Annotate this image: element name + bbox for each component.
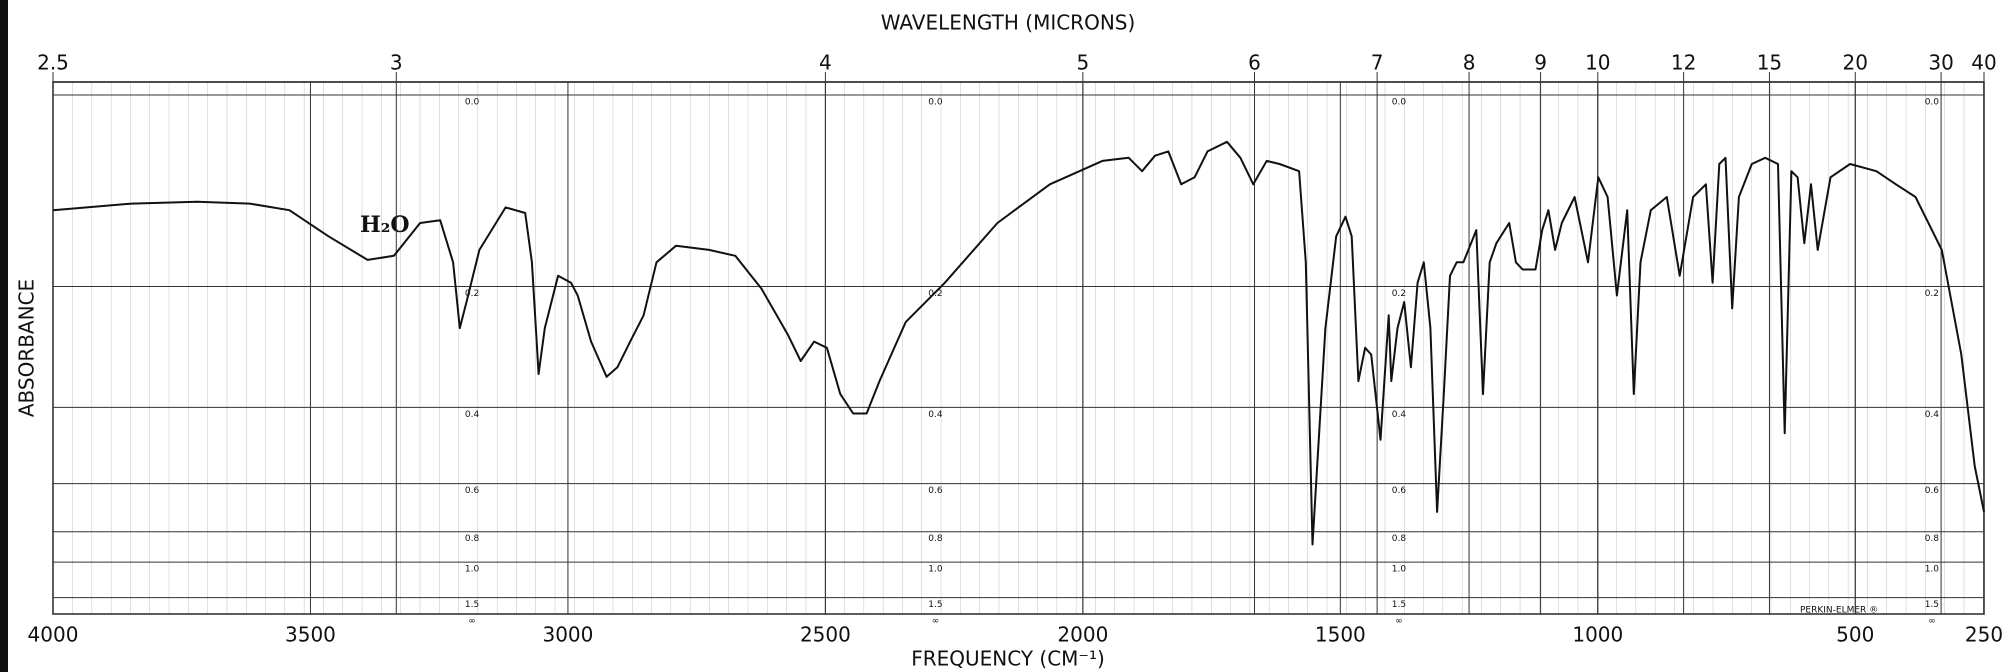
y-tick-label: 0.6 bbox=[1392, 486, 1407, 496]
x-tick-label: 1000 bbox=[1572, 623, 1623, 647]
y-tick-label: ∞ bbox=[468, 617, 476, 627]
brand: PERKIN-ELMER ® bbox=[1800, 606, 1878, 616]
y-tick-label: 0.0 bbox=[928, 98, 943, 108]
y-tick-label: 1.5 bbox=[1925, 600, 1939, 610]
y-tick-label: 0.0 bbox=[1392, 98, 1407, 108]
x2-tick-label: 40 bbox=[1971, 51, 1996, 75]
x-tick-label: 2000 bbox=[1057, 623, 1108, 647]
y-tick-label: ∞ bbox=[1395, 617, 1403, 627]
x2-tick-label: 7 bbox=[1371, 51, 1384, 75]
x-tick-label: 1500 bbox=[1315, 623, 1366, 647]
x2-axis-label: WAVELENGTH (MICRONS) bbox=[881, 11, 1136, 35]
x2-tick-label: 6 bbox=[1248, 51, 1261, 75]
y-tick-label: 0.4 bbox=[1392, 410, 1407, 420]
minor-grid bbox=[53, 82, 1984, 614]
y-axis-label: ABSORBANCE bbox=[15, 279, 39, 417]
x-axis-label: FREQUENCY (CM⁻¹) bbox=[911, 647, 1105, 671]
y-tick-label: 0.8 bbox=[465, 534, 480, 544]
y-tick-label: 0.6 bbox=[928, 486, 943, 496]
y-tick-label: ∞ bbox=[1928, 617, 1936, 627]
y-tick-label: 1.0 bbox=[1392, 565, 1407, 575]
annotation: H₂O bbox=[360, 212, 410, 238]
x-tick-label: 4000 bbox=[28, 623, 79, 647]
y-tick-label: 0.0 bbox=[465, 98, 480, 108]
y-tick-label: ∞ bbox=[932, 617, 940, 627]
y-tick-label: 0.2 bbox=[928, 289, 942, 299]
x-tick-label: 2500 bbox=[800, 623, 851, 647]
y-tick-label: 1.5 bbox=[1392, 600, 1406, 610]
x-tick-label: 250 bbox=[1965, 623, 2003, 647]
x2-tick-label: 12 bbox=[1671, 51, 1696, 75]
y-tick-label: 1.0 bbox=[928, 565, 943, 575]
y-tick-label: 0.4 bbox=[928, 410, 943, 420]
x2-tick-label: 4 bbox=[819, 51, 832, 75]
y-tick-label: 0.4 bbox=[465, 410, 480, 420]
y-tick-label: 1.0 bbox=[1925, 565, 1940, 575]
x2-tick-label: 10 bbox=[1585, 51, 1610, 75]
scan-edge bbox=[0, 0, 8, 672]
y-tick-label: 0.2 bbox=[1392, 289, 1406, 299]
y-tick-label: 0.2 bbox=[465, 289, 479, 299]
x2-tick-label: 3 bbox=[390, 51, 403, 75]
spectrum-line bbox=[52, 140, 1985, 546]
x2-tick-label: 15 bbox=[1757, 51, 1782, 75]
y-tick-label: 0.8 bbox=[1392, 534, 1407, 544]
y-tick-label: 1.5 bbox=[465, 600, 479, 610]
x-tick-label: 500 bbox=[1836, 623, 1874, 647]
y-tick-label: 0.2 bbox=[1925, 289, 1939, 299]
x-tick-label: 3500 bbox=[285, 623, 336, 647]
y-tick-label: 0.4 bbox=[1925, 410, 1940, 420]
x2-tick-label: 8 bbox=[1463, 51, 1476, 75]
y-tick-label: 0.6 bbox=[465, 486, 480, 496]
y-tick-label: 1.5 bbox=[928, 600, 942, 610]
x2-tick-label: 5 bbox=[1076, 51, 1089, 75]
y-tick-label: 0.6 bbox=[1925, 486, 1940, 496]
y-tick-label: 0.8 bbox=[928, 534, 943, 544]
y-tick-label: 1.0 bbox=[465, 565, 480, 575]
x2-tick-label: 9 bbox=[1534, 51, 1547, 75]
x-tick-label: 3000 bbox=[542, 623, 593, 647]
x2-tick-label: 2.5 bbox=[37, 51, 69, 75]
x2-tick-label: 30 bbox=[1928, 51, 1953, 75]
y-tick-label: 0.8 bbox=[1925, 534, 1940, 544]
y-tick-label: 0.0 bbox=[1925, 98, 1940, 108]
x2-tick-label: 20 bbox=[1843, 51, 1868, 75]
